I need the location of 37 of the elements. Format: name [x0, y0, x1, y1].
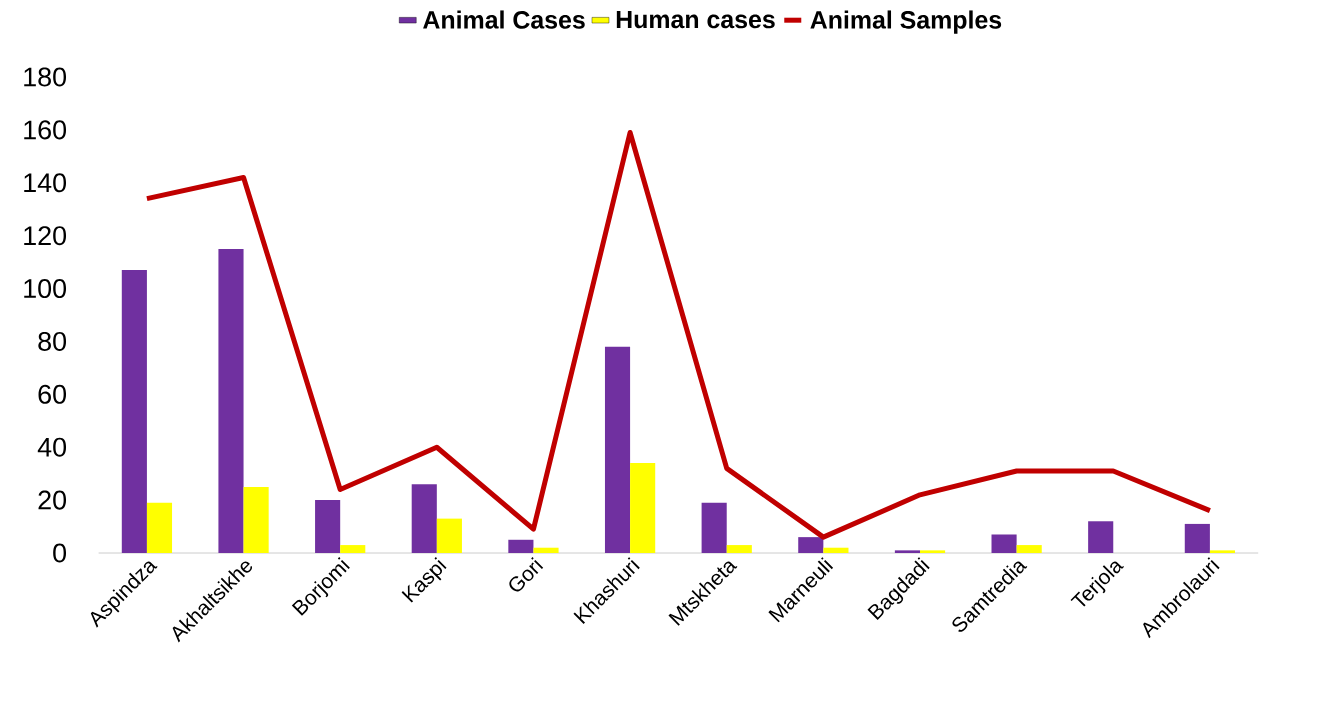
- x-tick-label: Gori: [509, 557, 544, 592]
- bar: [1209, 550, 1236, 553]
- y-tick-label: 20: [38, 490, 67, 510]
- bar: [1184, 523, 1210, 553]
- bar: [991, 534, 1017, 553]
- bar: [798, 537, 824, 553]
- bar: [533, 547, 559, 553]
- bar: [411, 484, 437, 553]
- y-tick-label: 160: [24, 120, 67, 140]
- bar: [243, 486, 269, 553]
- y-tick-label: 80: [38, 331, 67, 351]
- bar: [1016, 545, 1042, 553]
- y-tick-label: 180: [24, 67, 67, 87]
- y-tick-label: 0: [53, 543, 67, 563]
- bar: [919, 550, 946, 553]
- y-tick-label: 100: [24, 279, 67, 299]
- bar: [823, 547, 849, 553]
- bar: [436, 518, 462, 553]
- y-tick-label: 120: [24, 226, 67, 246]
- bar: [121, 270, 147, 553]
- bar: [340, 545, 366, 553]
- y-tick-label: 40: [37, 437, 67, 457]
- legend-label: Animal Samples: [810, 10, 1002, 34]
- bar: [894, 550, 920, 553]
- y-tick-label: 60: [38, 384, 67, 404]
- bar: [726, 545, 752, 553]
- bar: [1088, 521, 1114, 553]
- bar: [218, 248, 244, 553]
- bar: [630, 463, 656, 553]
- bar: [508, 539, 534, 553]
- legend-label: Animal Cases: [423, 10, 585, 29]
- bar: [604, 346, 631, 553]
- y-tick-label: 140: [24, 173, 67, 193]
- bar: [146, 502, 173, 553]
- legend-label: Human cases: [616, 10, 775, 29]
- bar: [701, 502, 727, 553]
- bar: [315, 500, 341, 553]
